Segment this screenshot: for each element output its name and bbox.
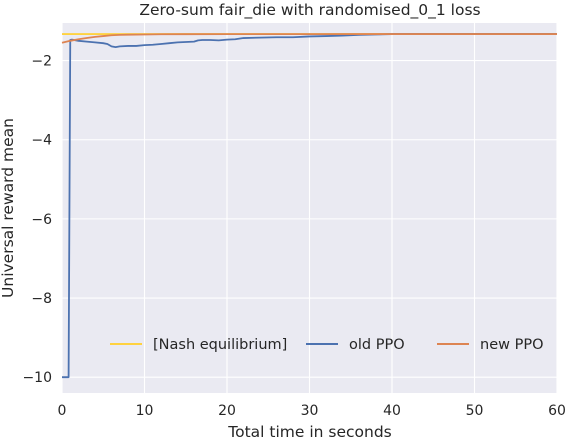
y-tick-label: −2 — [31, 54, 52, 70]
x-tick-label: 50 — [466, 403, 484, 419]
legend-label: new PPO — [480, 337, 543, 353]
legend: [Nash equilibrium] old PPO new PPO — [110, 337, 543, 353]
x-tick-label: 20 — [218, 403, 236, 419]
y-axis-label: Universal reward mean — [0, 118, 17, 298]
legend-entry-nash-equilibrium: [Nash equilibrium] — [110, 337, 287, 353]
x-tick-label: 10 — [136, 403, 154, 419]
y-tick-label: −8 — [31, 291, 52, 307]
legend-entry-new-ppo: new PPO — [437, 337, 543, 353]
series-line-old-ppo — [62, 33, 557, 379]
y-tick-label: −6 — [31, 212, 52, 228]
x-tick-labels: 0 10 20 30 40 50 60 — [58, 403, 566, 419]
chart-title: Zero-sum fair_die with randomised_0_1 lo… — [139, 1, 480, 20]
x-tick-label: 30 — [301, 403, 319, 419]
legend-entry-old-ppo: old PPO — [306, 337, 405, 353]
x-tick-label: 40 — [383, 403, 401, 419]
x-tick-label: 0 — [58, 403, 67, 419]
series-lines — [61, 33, 557, 379]
legend-label: [Nash equilibrium] — [153, 337, 287, 353]
x-axis-label: Total time in seconds — [227, 423, 391, 441]
legend-label: old PPO — [349, 337, 405, 353]
y-tick-label: −10 — [22, 370, 52, 386]
series-line-new-ppo — [61, 33, 557, 44]
y-tick-label: −4 — [31, 133, 52, 149]
y-tick-labels: −10 −8 −6 −4 −2 — [22, 54, 52, 387]
x-tick-label: 60 — [548, 403, 566, 419]
grid-lines — [61, 23, 558, 393]
